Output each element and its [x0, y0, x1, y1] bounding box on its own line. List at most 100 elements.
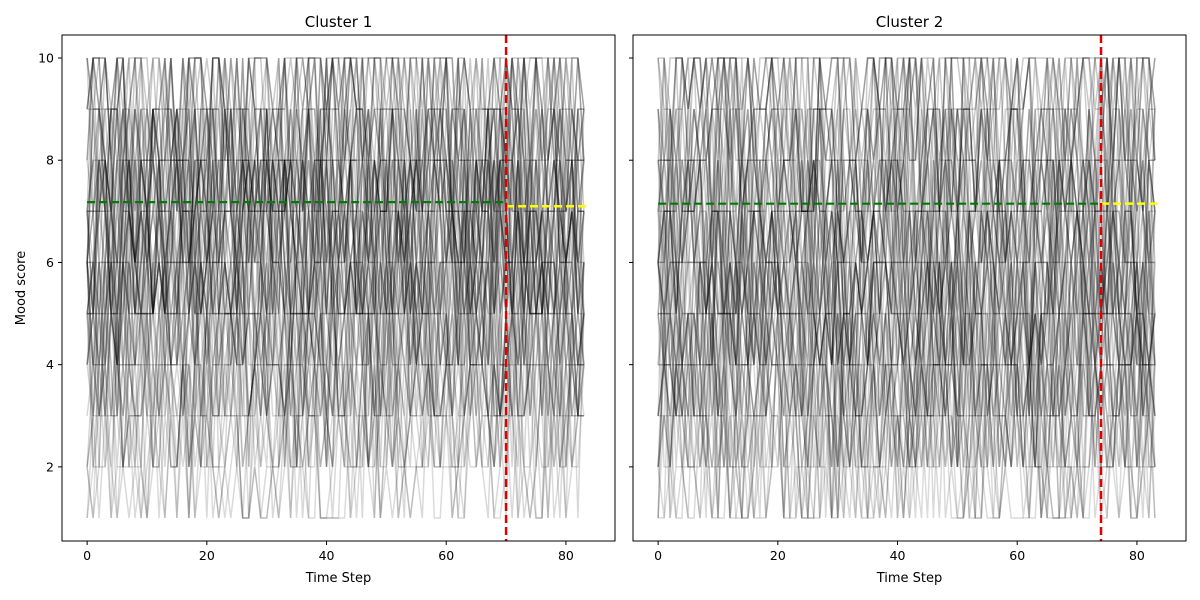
mood-trace	[87, 262, 585, 467]
mood-trace	[657, 159, 1156, 365]
mood-trace	[657, 108, 1156, 314]
mood-trace	[86, 57, 584, 213]
mood-trace	[86, 57, 584, 263]
mood-trace	[658, 108, 1156, 315]
mood-trace	[86, 108, 585, 315]
mood-trace	[657, 57, 1155, 213]
x-tick-label: 80	[1129, 548, 1145, 563]
mood-trace	[86, 160, 585, 366]
mood-trace	[657, 312, 1156, 519]
mood-trace	[86, 108, 585, 314]
mood-trace	[657, 261, 1156, 467]
mood-trace	[657, 160, 1156, 366]
mood-trace	[658, 261, 1156, 468]
mood-trace	[657, 159, 1155, 366]
mood-trace	[86, 57, 585, 315]
mood-trace	[657, 108, 1155, 315]
x-axis: 0 20 40 60 80	[83, 541, 574, 563]
mood-trace	[657, 160, 1155, 366]
mood-trace	[87, 108, 584, 314]
x-tick-label: 0	[654, 548, 662, 563]
mood-trace	[87, 159, 585, 365]
mood-trace	[657, 57, 1156, 264]
y-tick-label: 8	[46, 153, 54, 168]
mood-trace	[86, 109, 585, 315]
y-axis	[629, 57, 633, 468]
chart-title: Cluster 2	[876, 13, 944, 31]
mood-trace	[86, 363, 584, 519]
mood-trace	[658, 363, 1155, 519]
mood-trace	[86, 211, 584, 417]
mood-trace	[657, 262, 1156, 519]
mood-trace	[86, 211, 585, 417]
mood-trace	[86, 261, 585, 468]
mood-trace	[657, 160, 1156, 366]
mood-trace	[86, 57, 585, 263]
x-tick-label: 20	[770, 548, 786, 563]
mood-trace	[86, 159, 585, 365]
mood-trace	[657, 262, 1156, 468]
mood-trace	[658, 210, 1156, 417]
y-tick-label: 4	[46, 357, 54, 372]
x-tick-label: 80	[558, 548, 574, 563]
mood-trace	[658, 57, 1156, 212]
mood-trace	[86, 57, 585, 264]
mood-trace	[657, 211, 1156, 417]
mood-trace	[86, 261, 585, 467]
y-axis: 2 4 6 8 10	[38, 51, 62, 474]
mood-trace	[86, 109, 584, 315]
mood-trace	[657, 312, 1156, 519]
mood-trace	[658, 210, 1156, 416]
mood-trace	[87, 159, 585, 365]
mood-trace	[86, 57, 585, 212]
mood-trace	[86, 108, 585, 315]
overlay-group	[87, 35, 590, 541]
mood-trace	[657, 262, 1155, 468]
mood-trace	[87, 57, 585, 213]
mood-trace	[657, 211, 1155, 467]
mood-trace	[86, 57, 584, 264]
mood-trace	[657, 312, 1156, 519]
mood-trace	[86, 261, 585, 468]
mood-trace	[86, 57, 585, 264]
mood-trace	[87, 159, 584, 366]
mood-trace	[86, 57, 585, 213]
mood-trace	[86, 261, 584, 467]
mood-trace	[86, 261, 585, 467]
mood-trace	[657, 312, 1156, 519]
mood-trace	[657, 312, 1156, 519]
mood-trace	[86, 261, 585, 468]
x-tick-label: 60	[1009, 548, 1025, 563]
mood-trace	[86, 109, 585, 315]
y-tick-label: 10	[38, 51, 54, 66]
panel-cluster-1: Cluster 1 0 20 40 60 80 2 4 6 8 10 Time Step Moo…	[14, 13, 616, 586]
mood-trace	[87, 109, 585, 365]
mood-trace	[657, 160, 1155, 417]
mood-trace	[87, 210, 585, 416]
mood-trace	[86, 313, 584, 519]
mood-trace	[86, 159, 585, 365]
mood-trace	[658, 261, 1156, 468]
mood-trace	[86, 108, 584, 315]
mood-trace	[657, 261, 1156, 467]
mood-trace	[657, 159, 1156, 366]
y-tick-label: 6	[46, 255, 54, 270]
mood-trace	[658, 261, 1156, 468]
mood-trace	[657, 108, 1156, 315]
mood-trace	[86, 211, 585, 417]
mood-trace	[86, 57, 584, 213]
panel-cluster-2: Cluster 2 0 20 40 60 80 Time Step	[629, 13, 1187, 586]
mood-trace	[657, 57, 1156, 263]
mood-trace	[86, 57, 585, 213]
mood-trace	[658, 57, 1156, 264]
y-axis-label: Mood score	[14, 251, 29, 325]
mood-trace	[86, 313, 585, 519]
mood-trace	[86, 109, 584, 315]
mood-trace	[86, 57, 584, 263]
mood-trace	[86, 261, 584, 467]
mood-trace	[657, 57, 1155, 264]
x-tick-label: 40	[319, 548, 335, 563]
mood-trace	[657, 261, 1156, 467]
mood-trace	[86, 160, 585, 366]
mood-trace	[86, 159, 584, 416]
